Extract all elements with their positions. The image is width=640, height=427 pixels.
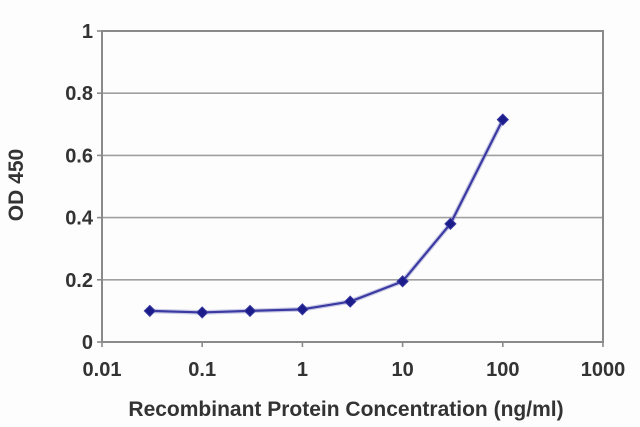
y-tick-label: 0 — [82, 332, 93, 354]
x-tick-label: 1 — [297, 359, 308, 381]
y-axis-title: OD 450 — [5, 148, 28, 222]
x-tick-label: 0.1 — [188, 359, 216, 381]
data-point-marker — [396, 275, 409, 288]
plot-border — [101, 30, 604, 343]
data-point-marker — [296, 303, 309, 316]
data-point-marker — [243, 304, 257, 318]
data-point-marker — [344, 295, 357, 308]
y-tick-label: 0.6 — [65, 145, 93, 167]
x-tick-label: 10 — [391, 359, 413, 381]
x-tick-label: 1000 — [581, 359, 626, 381]
data-point-marker — [143, 304, 157, 318]
y-tick-label: 1 — [82, 21, 93, 43]
x-tick-label: 100 — [486, 359, 519, 381]
data-point-marker — [444, 217, 457, 231]
y-tick-label: 0.4 — [65, 208, 94, 230]
series-line — [149, 119, 504, 314]
y-tick-label: 0.8 — [65, 83, 93, 105]
data-point-marker — [496, 113, 510, 126]
y-tick-label: 0.2 — [65, 270, 93, 292]
data-point-marker — [195, 306, 209, 319]
x-tick-label: 0.01 — [83, 359, 122, 381]
series-line-halo — [149, 118, 505, 315]
x-axis-title: Recombinant Protein Concentration (ng/ml… — [128, 398, 564, 421]
